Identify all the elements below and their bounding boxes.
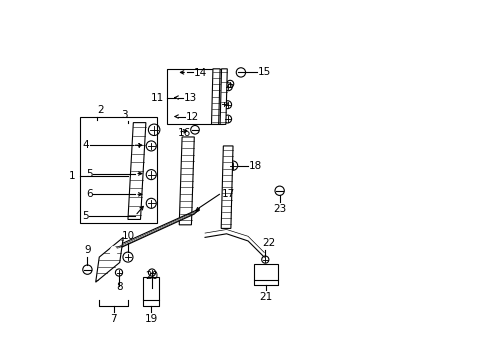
Polygon shape <box>128 123 145 220</box>
Text: 1: 1 <box>68 171 75 181</box>
Bar <box>80 117 156 223</box>
Text: 18: 18 <box>249 161 262 171</box>
Text: 12: 12 <box>185 112 198 122</box>
Polygon shape <box>143 277 159 300</box>
Polygon shape <box>220 69 227 125</box>
Text: 15: 15 <box>257 67 270 77</box>
Text: 9: 9 <box>84 245 91 255</box>
Text: 21: 21 <box>259 292 272 302</box>
Polygon shape <box>253 264 278 280</box>
Text: 13: 13 <box>183 93 196 103</box>
Text: 5: 5 <box>86 168 92 179</box>
Bar <box>167 69 223 125</box>
Text: 19: 19 <box>144 314 158 324</box>
Text: 20: 20 <box>145 271 158 281</box>
Text: 14: 14 <box>193 68 206 78</box>
Text: 16: 16 <box>178 128 191 138</box>
Text: 8: 8 <box>116 282 123 292</box>
Text: 2: 2 <box>97 105 103 115</box>
Text: 10: 10 <box>121 231 134 241</box>
Text: 6: 6 <box>86 189 92 199</box>
Text: 17: 17 <box>222 189 235 199</box>
Text: 7: 7 <box>110 314 117 324</box>
Text: 11: 11 <box>150 93 163 103</box>
Text: 4: 4 <box>82 140 88 150</box>
Polygon shape <box>179 137 194 225</box>
Text: 23: 23 <box>272 204 285 215</box>
Polygon shape <box>211 69 220 125</box>
Polygon shape <box>112 209 199 252</box>
Polygon shape <box>221 146 233 228</box>
Ellipse shape <box>110 246 117 257</box>
Text: 3: 3 <box>121 110 127 120</box>
Polygon shape <box>96 237 123 282</box>
Text: 5: 5 <box>82 211 88 221</box>
Text: 22: 22 <box>262 238 275 248</box>
